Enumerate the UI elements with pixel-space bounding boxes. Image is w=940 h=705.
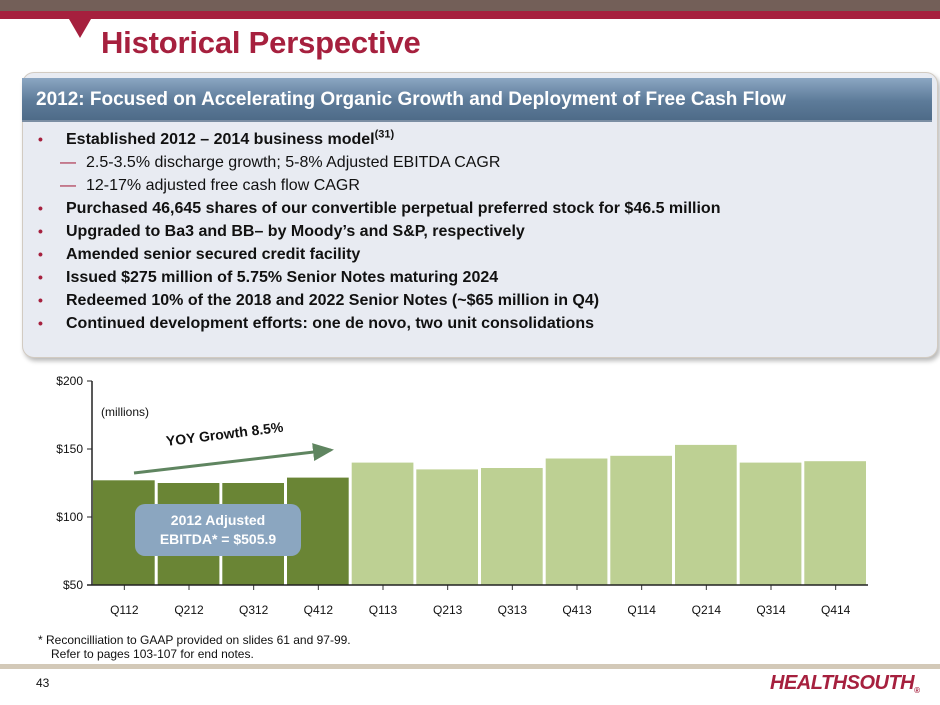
- ebitda-callout: 2012 Adjusted EBITDA* = $505.9: [135, 504, 301, 556]
- bar-q314: [739, 462, 802, 585]
- healthsouth-logo: HEALTHSOUTH®: [770, 672, 920, 695]
- x-tick-label: Q413: [562, 603, 592, 617]
- bullet-item: • Issued $275 million of 5.75% Senior Not…: [38, 266, 918, 289]
- bullet-marker: •: [38, 246, 43, 262]
- bar-q313: [481, 468, 543, 585]
- bullet-text: Established 2012 – 2014 business model: [66, 131, 375, 148]
- endnote-reference: (31): [374, 128, 395, 141]
- sub-bullet-item: — 12-17% adjusted free cash flow CAGR: [38, 174, 918, 197]
- bullet-text: Upgraded to Ba3 and BB– by Moody’s and S…: [66, 223, 525, 240]
- bullet-marker: •: [38, 292, 43, 308]
- top-band: [0, 0, 940, 11]
- x-tick-label: Q113: [369, 603, 398, 617]
- y-tick-label: $50: [63, 578, 83, 592]
- registered-mark: ®: [914, 686, 920, 695]
- bullet-item: • Purchased 46,645 shares of our converti…: [38, 197, 918, 220]
- bullet-text: Issued $275 million of 5.75% Senior Note…: [66, 269, 499, 286]
- top-red-band: [0, 11, 940, 19]
- ebitda-chart: Q112 Q212 Q312 Q412 Q113 Q213 Q313 Q413 Q114 Q214…: [0, 360, 940, 630]
- bullet-marker: •: [38, 269, 43, 285]
- bullet-text: Purchased 46,645 shares of our convertib…: [66, 200, 721, 217]
- bar-q213: [416, 469, 478, 585]
- slide-title: Historical Perspective: [101, 25, 421, 60]
- bullet-item: • Redeemed 10% of the 2018 and 2022 Senio…: [38, 289, 918, 312]
- footnote-line1: * Reconcilliation to GAAP provided on sl…: [38, 633, 351, 647]
- ebitda-callout-line2: EBITDA* = $505.9: [159, 531, 277, 547]
- y-tick-label: $100: [56, 510, 83, 524]
- ebitda-callout-line1: 2012 Adjusted: [170, 512, 266, 528]
- dash-marker: —: [60, 154, 76, 171]
- bullet-item: • Upgraded to Ba3 and BB– by Moody’s and …: [38, 220, 918, 243]
- bottom-band: [0, 664, 940, 669]
- bullet-text: Continued development efforts: one de no…: [66, 315, 594, 332]
- x-tick-label: Q414: [821, 603, 851, 617]
- bullet-marker: •: [38, 223, 43, 239]
- bar-q413: [545, 458, 608, 585]
- bullet-text: 12-17% adjusted free cash flow CAGR: [86, 177, 360, 194]
- units-label: (millions): [101, 405, 149, 419]
- x-tick-label: Q214: [692, 603, 722, 617]
- bullet-marker: •: [38, 315, 43, 331]
- logo-text: HEALTHSOUTH: [770, 672, 915, 694]
- x-tick-label: Q412: [304, 603, 334, 617]
- panel-header: 2012: Focused on Accelerating Organic Gr…: [22, 78, 932, 122]
- bullet-item: • Continued development efforts: one de n…: [38, 312, 918, 335]
- y-tick-label: $200: [56, 374, 83, 388]
- x-tick-label: Q112: [110, 603, 139, 617]
- bar-q214: [675, 444, 737, 585]
- bullet-text: 2.5-3.5% discharge growth; 5-8% Adjusted…: [86, 154, 501, 171]
- bullet-marker: •: [38, 200, 43, 216]
- bar-q114: [610, 455, 672, 585]
- page-number: 43: [36, 676, 50, 690]
- footnote: * Reconcilliation to GAAP provided on sl…: [38, 633, 351, 661]
- growth-arrow: [133, 443, 334, 475]
- bullet-list: • Established 2012 – 2014 business model(…: [38, 128, 918, 335]
- x-tick-label: Q312: [239, 603, 269, 617]
- x-tick-label: Q212: [174, 603, 204, 617]
- bullet-item: • Established 2012 – 2014 business model(…: [38, 128, 918, 151]
- chart-svg: Q112 Q212 Q312 Q412 Q113 Q213 Q313 Q413 Q114 Q214…: [56, 374, 868, 617]
- bar-q113: [351, 462, 414, 585]
- bar-q414: [804, 461, 866, 585]
- x-tick-label: Q213: [433, 603, 463, 617]
- footnote-line2: Refer to pages 103-107 for end notes.: [51, 647, 254, 661]
- bullet-text: Redeemed 10% of the 2018 and 2022 Senior…: [66, 292, 600, 309]
- dash-marker: —: [60, 177, 76, 194]
- bullet-text: Amended senior secured credit facility: [66, 246, 361, 263]
- title-notch-marker: [69, 19, 91, 38]
- x-tick-label: Q313: [498, 603, 528, 617]
- sub-bullet-item: — 2.5-3.5% discharge growth; 5-8% Adjuste…: [38, 151, 918, 174]
- bullet-marker: •: [38, 131, 43, 147]
- y-tick-label: $150: [56, 442, 83, 456]
- x-tick-label: Q114: [627, 603, 656, 617]
- x-tick-label: Q314: [756, 603, 786, 617]
- bullet-item: • Amended senior secured credit facility: [38, 243, 918, 266]
